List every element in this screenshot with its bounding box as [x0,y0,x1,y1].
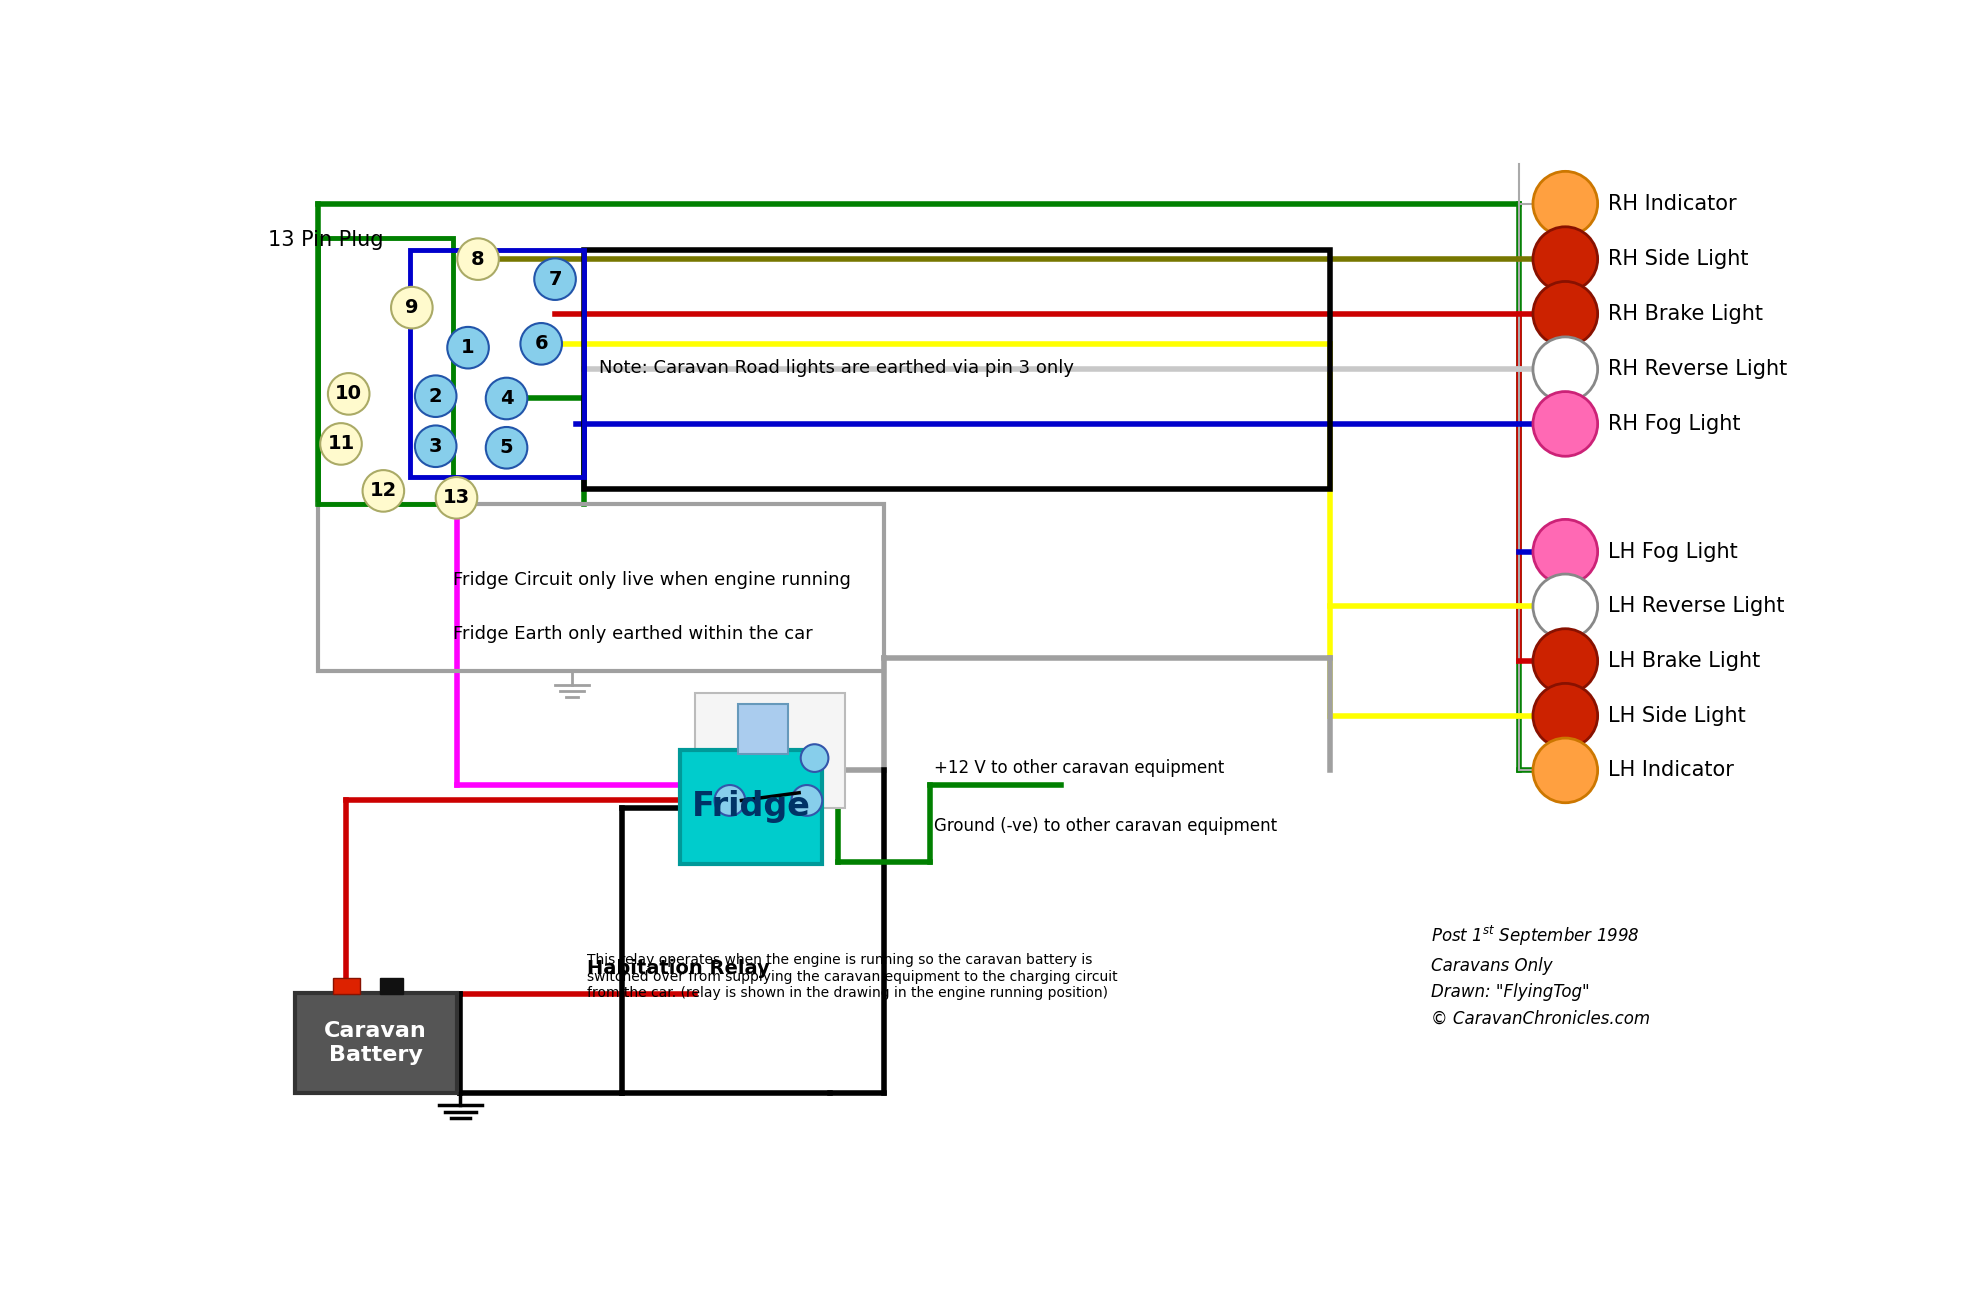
Text: Habitation Relay: Habitation Relay [588,959,770,978]
Circle shape [416,426,457,468]
Text: LH Indicator: LH Indicator [1608,760,1734,781]
Circle shape [1533,520,1598,584]
Circle shape [1533,337,1598,401]
Circle shape [329,374,370,415]
FancyBboxPatch shape [695,692,845,808]
Circle shape [521,323,562,364]
Circle shape [457,238,499,279]
Text: 4: 4 [499,389,513,407]
Text: Caravan
Battery: Caravan Battery [325,1021,428,1064]
Circle shape [485,377,527,419]
Text: LH Fog Light: LH Fog Light [1608,542,1736,562]
Circle shape [1533,683,1598,748]
Circle shape [416,375,457,417]
Text: Ground (-ve) to other caravan equipment: Ground (-ve) to other caravan equipment [935,818,1277,836]
Circle shape [800,744,828,772]
FancyBboxPatch shape [380,977,402,994]
Circle shape [392,287,434,328]
FancyBboxPatch shape [679,750,822,863]
Text: RH Fog Light: RH Fog Light [1608,414,1740,434]
Text: Post 1$^{st}$ September 1998
Caravans Only
Drawn: "FlyingTog"
© CaravanChronicle: Post 1$^{st}$ September 1998 Caravans On… [1430,925,1649,1028]
Text: RH Indicator: RH Indicator [1608,193,1736,214]
Circle shape [1533,282,1598,346]
Text: RH Side Light: RH Side Light [1608,249,1748,269]
Text: 13: 13 [444,488,469,507]
Circle shape [436,477,477,518]
Text: RH Brake Light: RH Brake Light [1608,304,1762,324]
Text: Fridge: Fridge [691,790,810,823]
Text: Fridge Circuit only live when engine running: Fridge Circuit only live when engine run… [453,571,851,589]
Text: This relay operates when the engine is running so the caravan battery is
switche: This relay operates when the engine is r… [588,953,1119,1000]
Text: 9: 9 [406,298,418,317]
Circle shape [321,423,362,465]
FancyBboxPatch shape [295,993,457,1093]
Circle shape [447,326,489,368]
Circle shape [715,785,744,816]
Circle shape [1533,227,1598,291]
Text: 5: 5 [499,439,513,457]
Circle shape [485,427,527,469]
Text: 1: 1 [461,338,475,357]
Text: RH Reverse Light: RH Reverse Light [1608,359,1786,379]
Text: Note: Caravan Road lights are earthed via pin 3 only: Note: Caravan Road lights are earthed vi… [598,359,1073,377]
Circle shape [1533,628,1598,693]
Text: 11: 11 [327,435,354,453]
Circle shape [1533,392,1598,456]
Text: LH Side Light: LH Side Light [1608,705,1746,726]
FancyBboxPatch shape [333,977,360,994]
Text: 2: 2 [430,387,442,406]
Text: 10: 10 [335,384,362,404]
Text: LH Reverse Light: LH Reverse Light [1608,597,1784,616]
Text: LH Brake Light: LH Brake Light [1608,652,1760,671]
Text: 7: 7 [548,269,562,289]
Text: Fridge Earth only earthed within the car: Fridge Earth only earthed within the car [453,624,812,643]
Text: 12: 12 [370,482,396,500]
Circle shape [362,470,404,512]
Text: 6: 6 [535,334,548,354]
Text: 8: 8 [471,249,485,269]
Text: 13 Pin Plug: 13 Pin Plug [267,230,384,249]
Circle shape [1533,575,1598,639]
Circle shape [792,785,822,816]
FancyBboxPatch shape [737,704,788,755]
Circle shape [535,259,576,300]
Text: +12 V to other caravan equipment: +12 V to other caravan equipment [935,760,1224,777]
Text: 3: 3 [430,436,442,456]
Circle shape [1533,171,1598,236]
Circle shape [1533,738,1598,803]
